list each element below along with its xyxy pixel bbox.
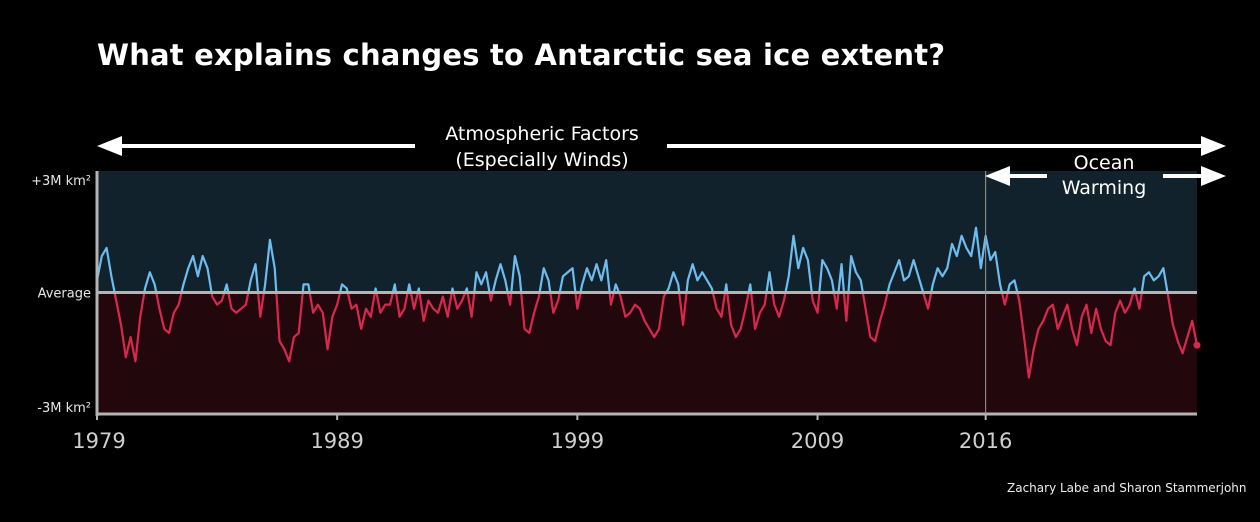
atmospheric-label-line2: (Especially Winds) bbox=[455, 149, 628, 171]
negative-anomaly-segment bbox=[617, 291, 668, 339]
negative-anomaly-segment bbox=[418, 292, 453, 322]
last-point-marker bbox=[1193, 341, 1201, 349]
positive-anomaly-segment bbox=[847, 254, 864, 293]
positive-anomaly-segment bbox=[510, 254, 523, 293]
negative-anomaly-segment bbox=[155, 292, 183, 335]
positive-anomaly-segment bbox=[837, 263, 846, 293]
negative-anomaly-segment bbox=[452, 292, 467, 310]
atmospheric-arrow bbox=[97, 136, 1226, 156]
negative-anomaly-segment bbox=[257, 292, 266, 318]
x-tick-label-1989: 1989 bbox=[310, 429, 363, 453]
ocean-label-line1: Ocean bbox=[1074, 152, 1135, 174]
negative-anomaly-segment bbox=[308, 292, 342, 351]
positive-anomaly-segment bbox=[886, 259, 925, 293]
negative-anomaly-segment bbox=[726, 292, 750, 339]
positive-anomaly-segment bbox=[223, 283, 230, 293]
positive-anomaly-segment bbox=[818, 259, 836, 293]
negative-anomaly-segment bbox=[608, 292, 615, 306]
negative-anomaly-segment bbox=[275, 292, 304, 363]
positive-anomaly-segment bbox=[538, 267, 552, 293]
positive-anomaly-segment bbox=[473, 271, 491, 293]
negative-anomaly-segment bbox=[1134, 292, 1143, 310]
y-tick-label-bottom: -3M km² bbox=[37, 401, 91, 416]
x-tick-label-2009: 2009 bbox=[791, 429, 844, 453]
positive-anomaly-segment bbox=[1140, 267, 1169, 293]
negative-anomaly-segment bbox=[466, 292, 476, 318]
negative-anomaly-segment bbox=[1166, 292, 1199, 355]
positive-anomaly-segment bbox=[262, 238, 278, 293]
negative-anomaly-segment bbox=[810, 292, 821, 314]
negative-anomaly-segment bbox=[113, 292, 146, 363]
positive-anomaly-segment bbox=[301, 283, 311, 293]
arrow-right-icon bbox=[1201, 136, 1226, 156]
negative-anomaly-segment bbox=[1000, 292, 1009, 306]
negative-anomaly-segment bbox=[842, 292, 850, 322]
negative-anomaly-segment bbox=[549, 292, 561, 314]
negative-anomaly-segment bbox=[210, 292, 226, 306]
negative-anomaly-segment bbox=[409, 292, 419, 310]
positive-anomaly-segment bbox=[180, 254, 213, 293]
positive-anomaly-segment bbox=[143, 271, 158, 293]
negative-anomaly-segment bbox=[771, 292, 787, 318]
positive-anomaly-segment bbox=[491, 263, 509, 293]
positive-anomaly-segment bbox=[930, 226, 1004, 293]
positive-anomaly-segment bbox=[338, 283, 349, 293]
x-tick-marks bbox=[96, 414, 987, 420]
credit-text: Zachary Labe and Sharon Stammerjohn bbox=[1007, 481, 1247, 495]
arrow-left-icon bbox=[97, 136, 122, 156]
negative-anomaly-segment bbox=[227, 292, 250, 314]
negative-anomaly-segment bbox=[375, 292, 394, 314]
y-tick-label-top: +3M km² bbox=[31, 174, 91, 189]
above-average-region bbox=[97, 171, 1197, 293]
positive-anomaly-segment bbox=[247, 263, 260, 293]
negative-anomaly-segment bbox=[1016, 292, 1135, 379]
positive-anomaly-segment bbox=[747, 283, 753, 293]
positive-anomaly-segment bbox=[406, 283, 412, 293]
negative-anomaly-segment bbox=[861, 292, 889, 343]
positive-anomaly-segment bbox=[665, 271, 681, 294]
y-tick-label-average: Average bbox=[38, 287, 91, 302]
positive-anomaly-segment bbox=[612, 283, 621, 293]
ocean-label-line2: Warming bbox=[1062, 177, 1147, 199]
negative-anomaly-segment bbox=[488, 292, 494, 302]
below-average-region bbox=[97, 292, 1197, 414]
x-tick-label-1979: 1979 bbox=[72, 429, 125, 453]
negative-anomaly-segment bbox=[506, 292, 513, 306]
ocean-warming-arrow bbox=[985, 166, 1226, 186]
negative-anomaly-segment bbox=[922, 292, 933, 310]
atmospheric-label-line1: Atmospheric Factors bbox=[445, 123, 639, 145]
x-tick-label-2016: 2016 bbox=[959, 429, 1012, 453]
chart-title: What explains changes to Antarctic sea i… bbox=[97, 38, 946, 72]
negative-anomaly-segment bbox=[750, 292, 768, 331]
positive-anomaly-segment bbox=[558, 267, 577, 293]
negative-anomaly-segment bbox=[346, 292, 377, 331]
negative-anomaly-segment bbox=[832, 292, 840, 310]
arrow-right-icon bbox=[1201, 166, 1226, 186]
positive-anomaly-segment bbox=[723, 283, 729, 293]
negative-anomaly-segment bbox=[678, 292, 688, 326]
negative-anomaly-segment bbox=[394, 292, 409, 318]
x-tick-label-1999: 1999 bbox=[551, 429, 604, 453]
positive-anomaly-segment bbox=[1006, 279, 1019, 293]
positive-anomaly-segment bbox=[765, 271, 774, 293]
positive-anomaly-segment bbox=[391, 283, 398, 293]
positive-anomaly-segment bbox=[685, 263, 714, 293]
positive-anomaly-segment bbox=[579, 259, 611, 293]
negative-anomaly-segment bbox=[711, 292, 727, 318]
negative-anomaly-segment bbox=[520, 292, 541, 335]
negative-anomaly-segment bbox=[574, 292, 582, 310]
positive-anomaly-segment bbox=[784, 234, 813, 293]
positive-anomaly-segment bbox=[95, 246, 116, 293]
arrow-left-icon bbox=[985, 166, 1010, 186]
